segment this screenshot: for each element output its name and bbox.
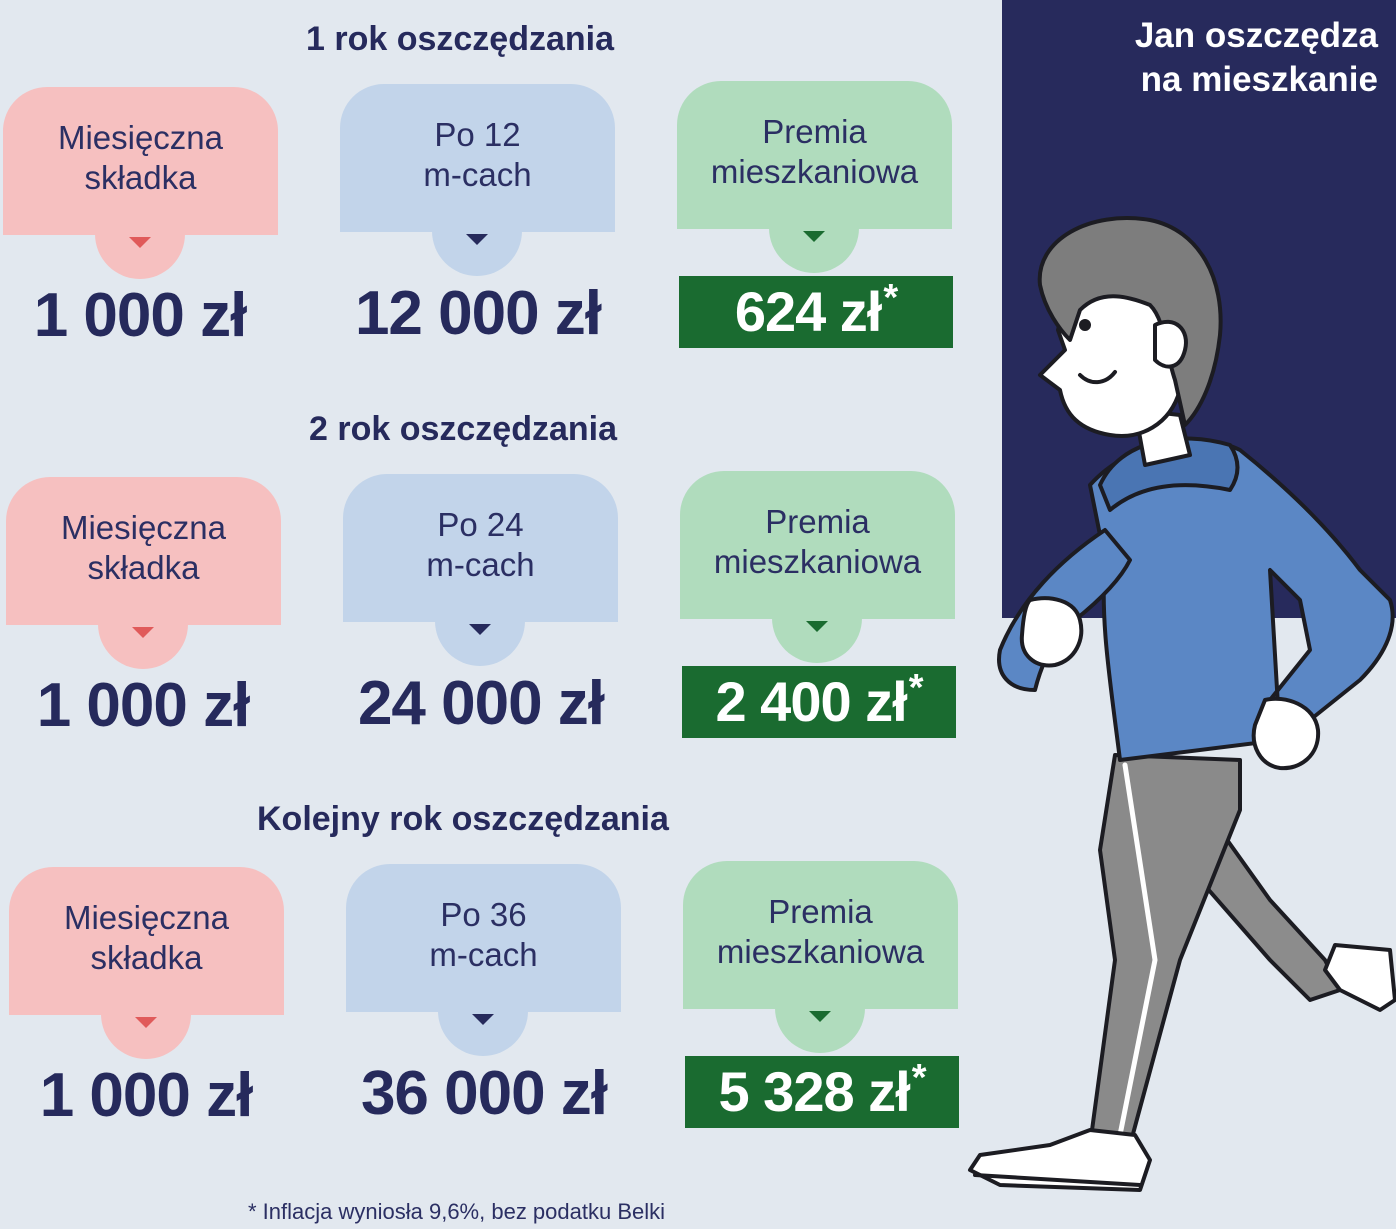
card-label: Premia [765, 503, 870, 540]
premium-amount-box: 624 zł* [679, 276, 953, 348]
card-label: mieszkaniowa [713, 543, 922, 580]
arrow-down-icon [803, 231, 825, 242]
card-label: Miesięczna [63, 899, 230, 936]
section-title-year-2: 2 rok oszczędzania [309, 410, 618, 448]
savings-card: Po 36 m-cach [346, 864, 621, 1012]
savings-amount: 36 000 zł [360, 1059, 608, 1128]
premium-amount: 2 400 zł [715, 670, 907, 733]
premium-amount-box: 5 328 zł* [685, 1056, 959, 1128]
card-label: m-cach [426, 546, 535, 583]
card-label: Premia [768, 893, 873, 930]
arrow-down-icon [466, 234, 488, 245]
card-label: Po 36 [440, 896, 527, 933]
card-label: m-cach [423, 156, 532, 193]
card-label: składka [84, 159, 197, 196]
panel-title-line-1: Jan oszczędza [1134, 16, 1378, 55]
arrow-down-icon [809, 1011, 831, 1022]
contribution-amount: 1 000 zł [33, 281, 248, 350]
card-label: Miesięczna [57, 119, 224, 156]
card-label: mieszkaniowa [716, 933, 925, 970]
arrow-down-icon [135, 1017, 157, 1028]
section-title-following-year: Kolejny rok oszczędzania [257, 800, 669, 838]
contribution-amount: 1 000 zł [39, 1061, 254, 1130]
contribution-amount: 1 000 zł [36, 671, 251, 740]
savings-amount: 24 000 zł [357, 669, 605, 738]
arrow-down-icon [132, 627, 154, 638]
arrow-down-icon [472, 1014, 494, 1025]
card-label: Premia [762, 113, 867, 150]
premium-amount: 624 zł [734, 280, 883, 343]
monthly-contribution-card: Miesięczna składka [9, 867, 284, 1015]
running-man-illustration [968, 216, 1396, 1192]
card-label: składka [90, 939, 203, 976]
card-label: m-cach [429, 936, 538, 973]
arrow-down-icon [469, 624, 491, 635]
footnote: * Inflacja wyniosła 9,6%, bez podatku Be… [248, 1199, 666, 1224]
savings-card: Po 24 m-cach [343, 474, 618, 622]
panel-title: Jan oszczędza na mieszkanie [1008, 14, 1378, 102]
arrow-down-icon [129, 237, 151, 248]
footnote-marker: * [908, 667, 924, 709]
card-label: składka [87, 549, 200, 586]
card-label: mieszkaniowa [710, 153, 919, 190]
arrow-down-icon [806, 621, 828, 632]
monthly-contribution-card: Miesięczna składka [3, 87, 278, 235]
premium-amount-box: 2 400 zł* [682, 666, 956, 738]
monthly-contribution-card: Miesięczna składka [6, 477, 281, 625]
savings-card: Po 12 m-cach [340, 84, 615, 232]
housing-premium-card: Premia mieszkaniowa [683, 861, 958, 1009]
savings-amount: 12 000 zł [354, 279, 602, 348]
premium-amount: 5 328 zł [718, 1060, 910, 1123]
footnote-marker: * [911, 1057, 927, 1099]
section-title-year-1: 1 rok oszczędzania [306, 20, 615, 58]
card-label: Miesięczna [60, 509, 227, 546]
card-label: Po 12 [434, 116, 521, 153]
card-label: Po 24 [437, 506, 524, 543]
housing-premium-card: Premia mieszkaniowa [677, 81, 952, 229]
housing-premium-card: Premia mieszkaniowa [680, 471, 955, 619]
footnote-marker: * [883, 277, 898, 319]
panel-title-line-2: na mieszkanie [1140, 60, 1378, 99]
